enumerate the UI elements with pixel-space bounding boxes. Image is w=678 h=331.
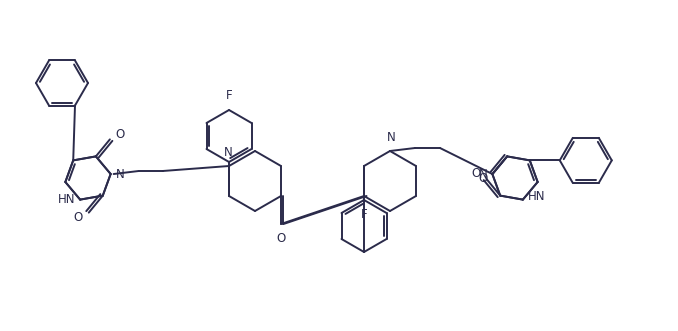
- Text: N: N: [386, 131, 395, 144]
- Text: HN: HN: [528, 190, 545, 203]
- Text: F: F: [361, 208, 367, 221]
- Text: O: O: [478, 172, 487, 185]
- Text: N: N: [224, 146, 233, 159]
- Text: HN: HN: [58, 193, 75, 206]
- Text: O: O: [471, 167, 480, 180]
- Text: O: O: [73, 211, 83, 224]
- Text: N: N: [479, 167, 487, 180]
- Text: O: O: [277, 232, 285, 245]
- Text: F: F: [226, 89, 233, 102]
- Text: N: N: [116, 167, 124, 180]
- Text: O: O: [116, 128, 125, 141]
